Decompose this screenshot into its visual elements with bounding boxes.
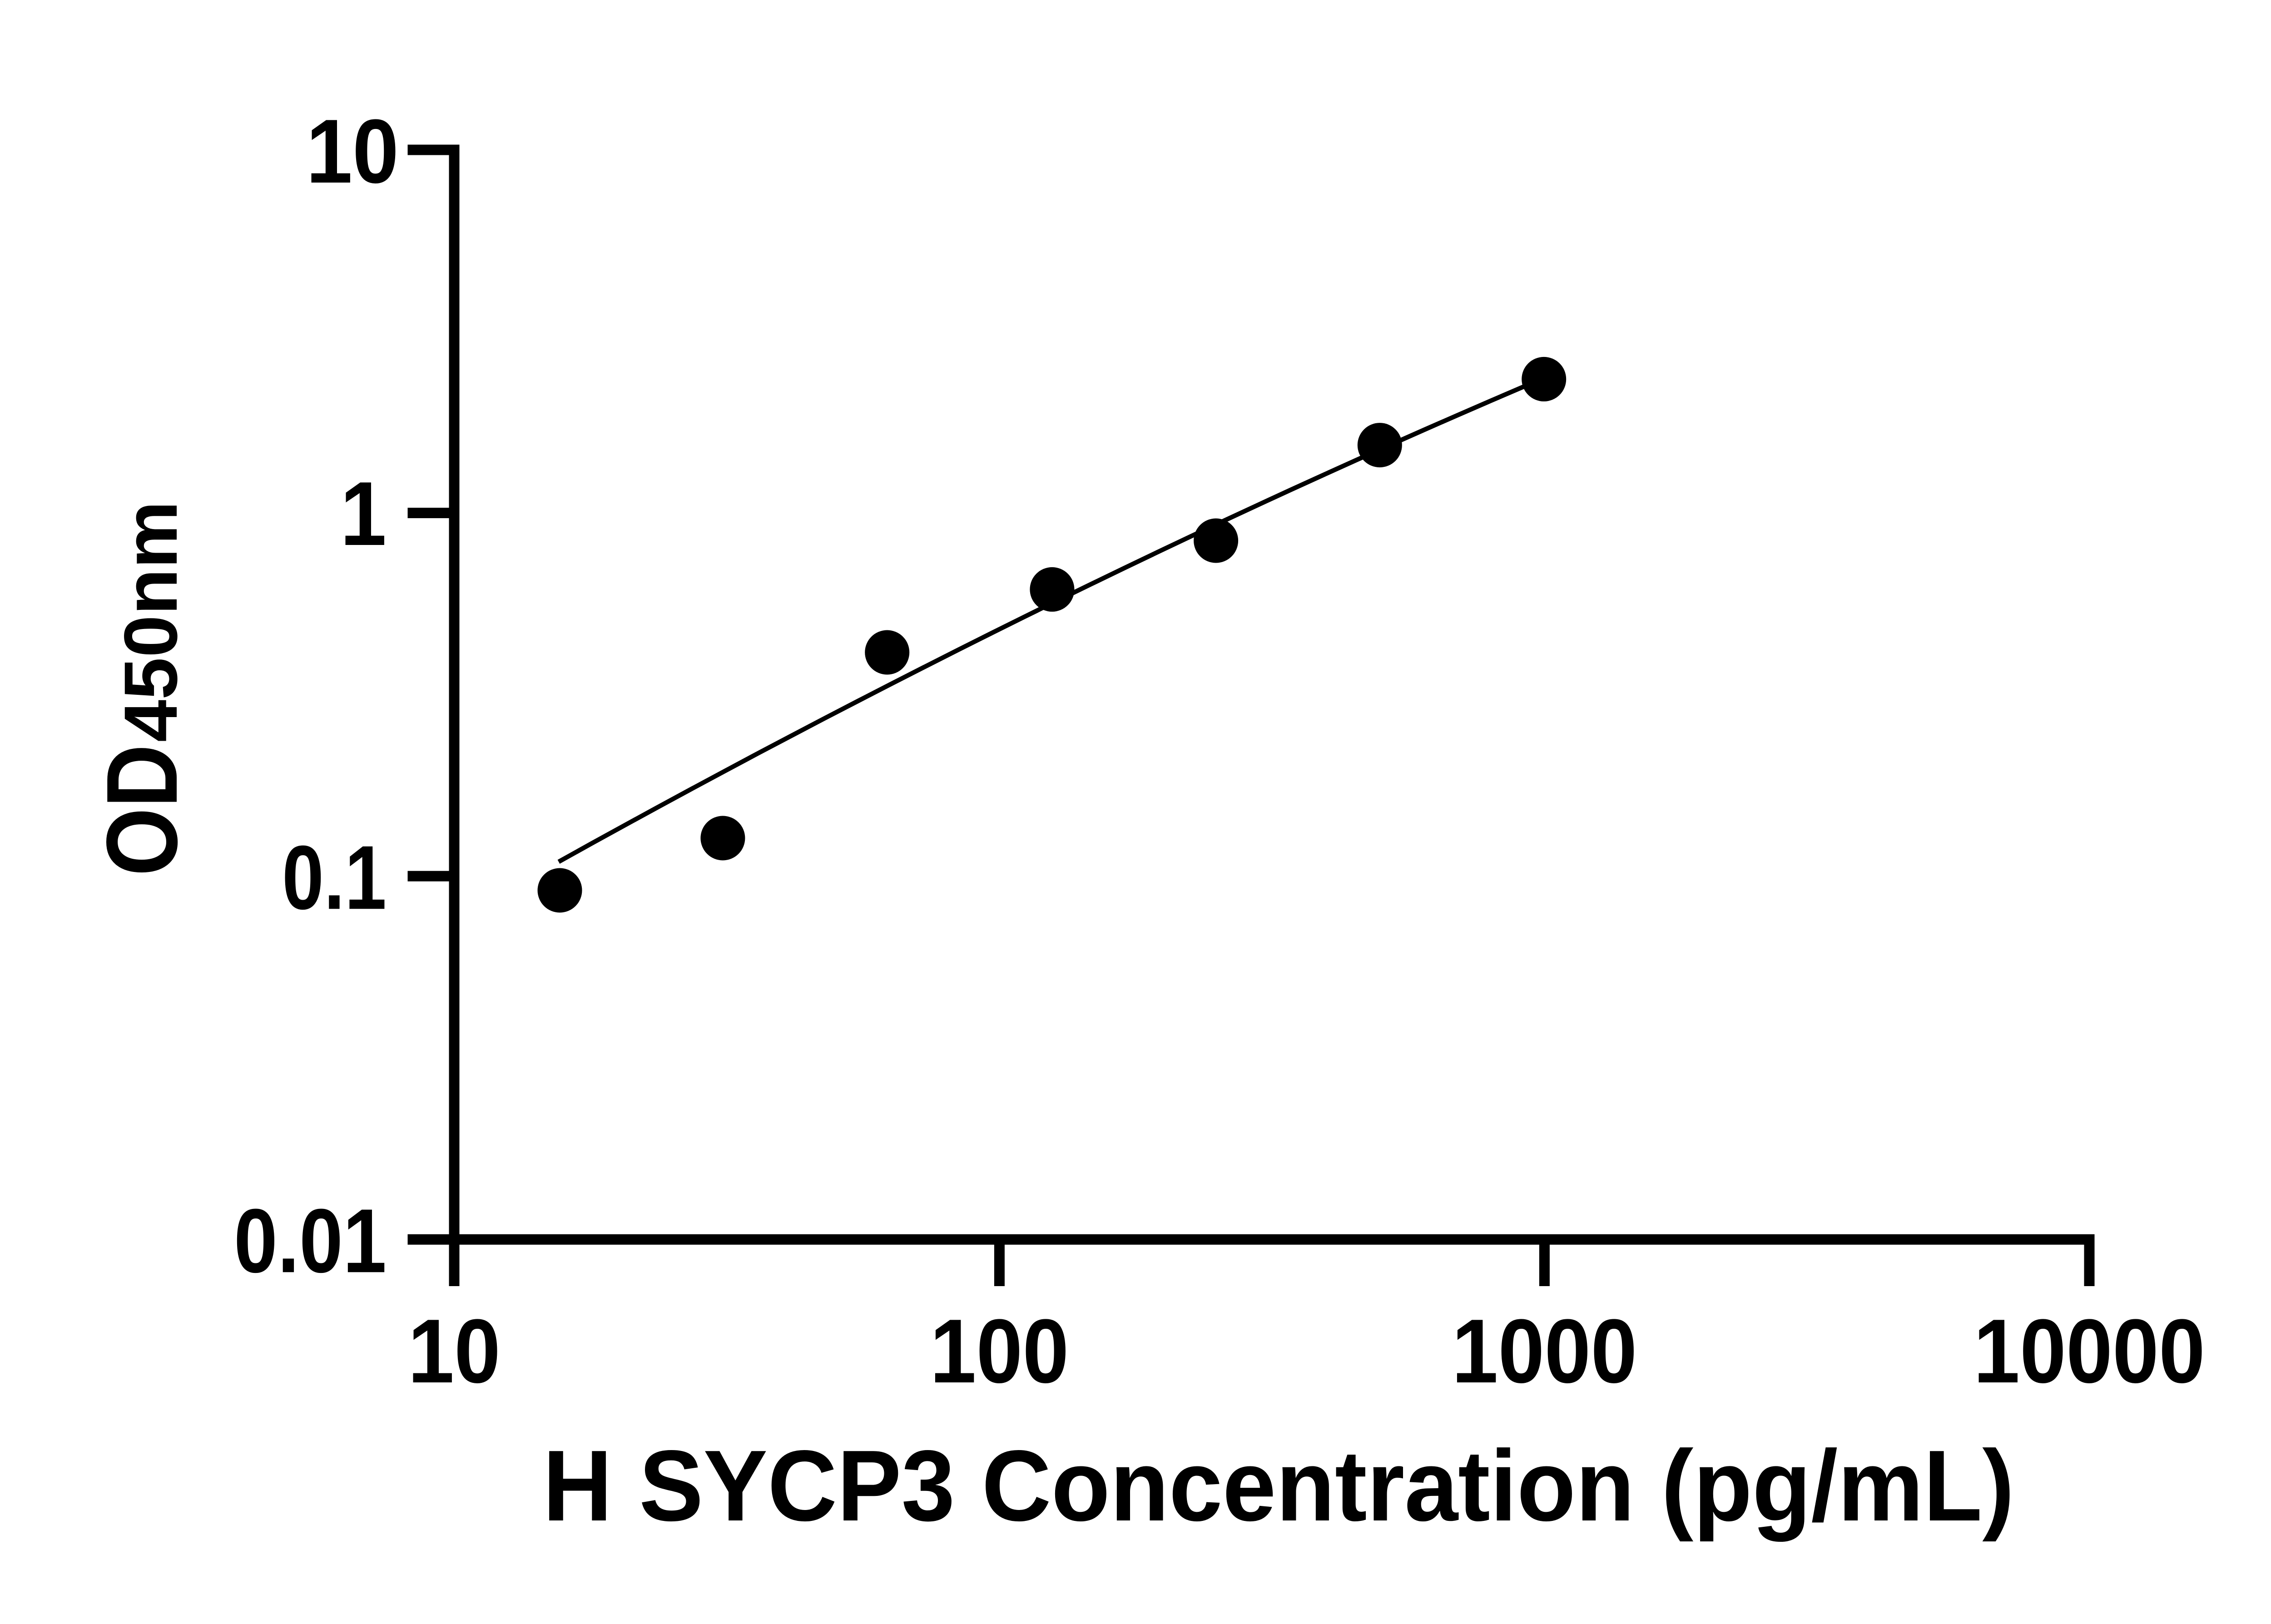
- svg-text:100: 100: [930, 1301, 1069, 1402]
- svg-text:10000: 10000: [1973, 1301, 2205, 1402]
- svg-text:10: 10: [408, 1301, 501, 1402]
- svg-text:0.01: 0.01: [234, 1190, 387, 1292]
- svg-text:1: 1: [340, 463, 387, 564]
- svg-text:H SYCP3 Concentration (pg/mL): H SYCP3 Concentration (pg/mL): [543, 1430, 2014, 1542]
- svg-text:0.1: 0.1: [282, 827, 387, 928]
- svg-text:1000: 1000: [1452, 1301, 1637, 1402]
- svg-text:10: 10: [306, 101, 399, 202]
- svg-text:450nm: 450nm: [109, 501, 193, 742]
- svg-text:OD: OD: [86, 744, 198, 876]
